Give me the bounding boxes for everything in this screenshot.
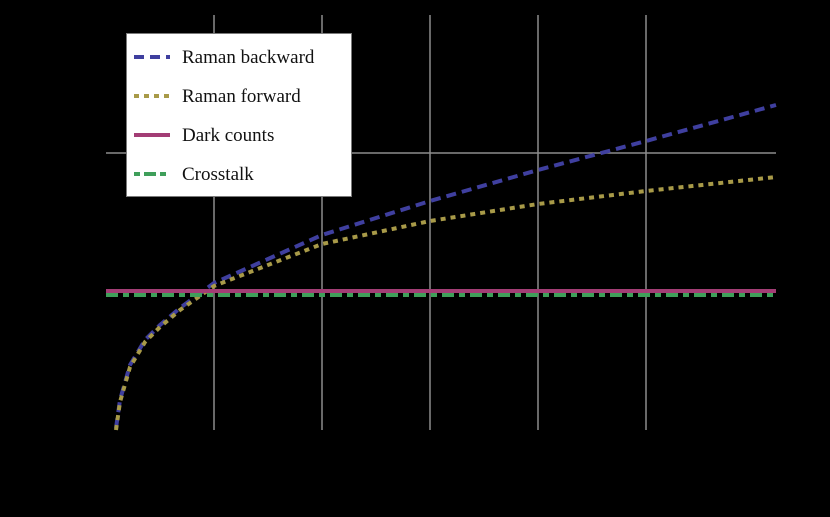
legend-item-crosstalk: Crosstalk — [127, 163, 351, 187]
legend-swatch-raman-backward — [134, 55, 170, 59]
legend: Raman backward Raman forward Dark counts… — [126, 33, 352, 197]
legend-label: Dark counts — [182, 125, 275, 146]
legend-label: Crosstalk — [182, 164, 254, 185]
legend-swatch-dark-counts — [134, 133, 170, 137]
series-raman-forward — [114, 175, 777, 431]
legend-swatch-raman-forward — [134, 94, 170, 98]
legend-label: Raman backward — [182, 47, 315, 68]
legend-swatch-crosstalk — [134, 172, 170, 176]
legend-item-raman-backward: Raman backward — [127, 46, 351, 70]
legend-item-raman-forward: Raman forward — [127, 85, 351, 109]
legend-label: Raman forward — [182, 86, 301, 107]
legend-item-dark-counts: Dark counts — [127, 124, 351, 148]
series-lines — [106, 103, 777, 431]
